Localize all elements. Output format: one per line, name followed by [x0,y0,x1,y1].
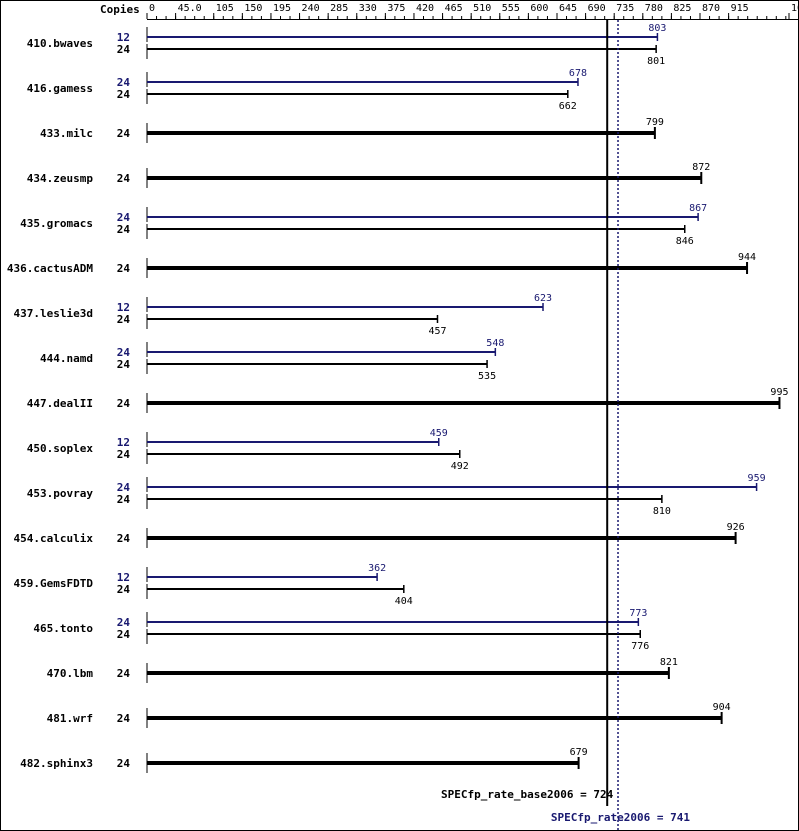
benchmark-label: 416.gamess [27,82,93,95]
peak-value-label: 362 [368,563,386,574]
peak-value-label: 773 [629,608,647,619]
benchmark-label: 433.milc [40,127,93,140]
x-tick-label: 510 [473,3,491,14]
base-value-label: 926 [727,522,745,533]
base-value-label: 904 [713,702,731,713]
x-tick-label: 150 [244,3,262,14]
x-tick-label: 825 [673,3,691,14]
x-tick-label: 600 [530,3,548,14]
x-tick-label: 195 [273,3,291,14]
benchmark-label: 435.gromacs [20,217,93,230]
base-value-label: 872 [692,162,710,173]
benchmark-label: 481.wrf [47,712,93,725]
benchmark-label: 410.bwaves [27,37,93,50]
base-value-label: 535 [478,371,496,382]
benchmark-label: 454.calculix [14,532,94,545]
base-copies-label: 24 [117,223,131,236]
base-copies-label: 24 [117,583,131,596]
x-axis: 0 45.0 105 150 195 240 285 330 375 420 465 510 555 60… [146,3,799,19]
base-value-label: 801 [647,56,665,67]
base-copies-label: 24 [117,397,131,410]
benchmark-label: 434.zeusmp [27,172,94,185]
base-value-label: 662 [559,101,577,112]
x-tick-label: 645 [559,3,577,14]
copies-header: Copies [100,3,140,16]
x-tick-label: 1010 [791,3,799,14]
benchmark-label: 444.namd [40,352,93,365]
benchmark-label: 470.lbm [47,667,94,680]
base-copies-label: 24 [117,88,131,101]
peak-copies-label: 12 [117,31,130,44]
peak-copies-label: 12 [117,301,130,314]
peak-value-label: 803 [648,23,666,34]
base-reference-label: SPECfp_rate_base2006 = 724 [441,788,614,801]
x-tick-label: 915 [731,3,749,14]
base-copies-label: 24 [117,448,131,461]
x-tick-label: 45.0 [178,3,202,14]
peak-copies-label: 24 [117,76,131,89]
x-tick-label: 735 [616,3,634,14]
base-value-label: 810 [653,506,671,517]
x-tick-label: 780 [645,3,663,14]
base-copies-label: 24 [117,493,131,506]
base-value-label: 492 [451,461,469,472]
peak-copies-label: 24 [117,481,131,494]
base-value-label: 404 [395,596,413,607]
base-copies-label: 24 [117,127,131,140]
x-tick-label: 240 [302,3,320,14]
peak-value-label: 623 [534,293,552,304]
peak-value-label: 678 [569,68,587,79]
benchmark-label: 436.cactusADM [7,262,93,275]
base-value-label: 457 [428,326,446,337]
benchmark-label: 459.GemsFDTD [14,577,94,590]
benchmark-label: 437.leslie3d [14,307,93,320]
base-copies-label: 24 [117,43,131,56]
base-copies-label: 24 [117,313,131,326]
base-value-label: 679 [570,747,588,758]
bars-group: 410.bwaves 12 803 24 801 416.gamess 24 678 24 662… [7,23,788,773]
base-copies-label: 24 [117,262,131,275]
base-value-label: 846 [676,236,694,247]
x-tick-label: 555 [502,3,520,14]
base-value-label: 799 [646,117,664,128]
base-copies-label: 24 [117,532,131,545]
peak-copies-label: 12 [117,436,130,449]
peak-value-label: 548 [486,338,504,349]
base-copies-label: 24 [117,667,131,680]
peak-copies-label: 24 [117,616,131,629]
x-tick-label: 870 [702,3,720,14]
base-value-label: 821 [660,657,678,668]
benchmark-label: 453.povray [27,487,94,500]
peak-value-label: 459 [430,428,448,439]
peak-reference-label: SPECfp_rate2006 = 741 [551,811,690,824]
base-copies-label: 24 [117,757,131,770]
x-tick-label: 465 [445,3,463,14]
benchmark-label: 447.dealII [27,397,93,410]
x-tick-label: 690 [588,3,606,14]
x-tick-label: 330 [359,3,377,14]
x-tick-label: 285 [330,3,348,14]
benchmark-label: 465.tonto [33,622,93,635]
peak-value-label: 959 [748,473,766,484]
base-copies-label: 24 [117,172,131,185]
peak-copies-label: 12 [117,571,130,584]
peak-value-label: 867 [689,203,707,214]
reference-lines: SPECfp_rate_base2006 = 724 SPECfp_rate200… [441,20,690,831]
benchmark-label: 482.sphinx3 [20,757,93,770]
benchmark-label: 450.soplex [27,442,94,455]
peak-copies-label: 24 [117,346,131,359]
x-tick-label: 420 [416,3,434,14]
peak-copies-label: 24 [117,211,131,224]
x-tick-label: 105 [216,3,234,14]
x-tick-label: 375 [387,3,405,14]
base-value-label: 944 [738,252,756,263]
base-value-label: 776 [631,641,649,652]
base-copies-label: 24 [117,712,131,725]
base-value-label: 995 [770,387,788,398]
x-tick-label: 0 [149,3,155,14]
base-copies-label: 24 [117,358,131,371]
base-copies-label: 24 [117,628,131,641]
